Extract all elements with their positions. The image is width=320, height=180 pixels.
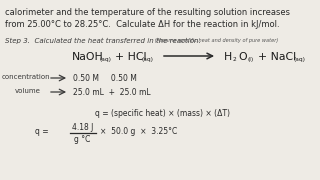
Text: (aq): (aq) bbox=[141, 57, 153, 62]
Text: ×  50.0 g  ×  3.25°C: × 50.0 g × 3.25°C bbox=[100, 127, 177, 136]
Text: q =: q = bbox=[35, 127, 49, 136]
Text: + HCl: + HCl bbox=[115, 52, 147, 62]
Text: O: O bbox=[238, 52, 247, 62]
Text: (aq): (aq) bbox=[100, 57, 112, 62]
Text: concentration: concentration bbox=[2, 74, 51, 80]
Text: 25.0 mL  +  25.0 mL: 25.0 mL + 25.0 mL bbox=[73, 88, 151, 97]
Text: g °C: g °C bbox=[74, 135, 90, 144]
Text: 0.50 M     0.50 M: 0.50 M 0.50 M bbox=[73, 74, 137, 83]
Text: H: H bbox=[224, 52, 232, 62]
Text: Step 3.  Calculated the heat transferred in the reaction.: Step 3. Calculated the heat transferred … bbox=[5, 38, 201, 44]
Text: (Assume specific heat and density of pure water): (Assume specific heat and density of pur… bbox=[153, 38, 278, 43]
Text: (l): (l) bbox=[248, 57, 254, 62]
Text: NaOH: NaOH bbox=[72, 52, 104, 62]
Text: (aq): (aq) bbox=[293, 57, 305, 62]
Text: calorimeter and the temperature of the resulting solution increases: calorimeter and the temperature of the r… bbox=[5, 8, 290, 17]
Text: q = (specific heat) × (mass) × (ΔT): q = (specific heat) × (mass) × (ΔT) bbox=[95, 109, 230, 118]
Text: + NaCl: + NaCl bbox=[258, 52, 296, 62]
Text: 4.18 J: 4.18 J bbox=[72, 123, 93, 132]
Text: 2: 2 bbox=[233, 57, 237, 62]
Text: from 25.00°C to 28.25°C.  Calculate ΔH for the reaction in kJ/mol.: from 25.00°C to 28.25°C. Calculate ΔH fo… bbox=[5, 20, 280, 29]
Text: volume: volume bbox=[15, 88, 41, 94]
